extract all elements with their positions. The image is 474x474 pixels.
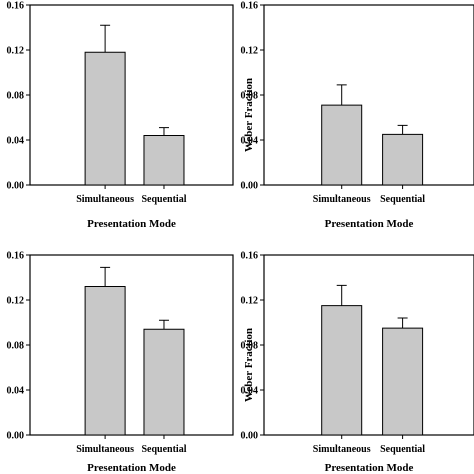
bar-sequential <box>382 133 424 186</box>
y-tick-label: 0.16 <box>241 1 259 12</box>
y-tick-label: 0.00 <box>7 181 25 192</box>
x-axis-title: Presentation Mode <box>325 218 414 230</box>
y-tick-label: 0.00 <box>241 181 259 192</box>
y-tick-label: 0.04 <box>7 136 25 147</box>
y-tick-label: 0.00 <box>7 431 25 442</box>
chart-panel-4: 0.00 0.04 0.08 0.12 0.16 Simultaneous Sequenti… <box>241 251 474 474</box>
plot-frame <box>29 4 234 186</box>
x-axis-title: Presentation Mode <box>87 218 176 230</box>
x-category-label: Sequential <box>141 194 186 205</box>
plot-frame <box>29 254 234 436</box>
x-axis-title: Presentation Mode <box>325 462 414 474</box>
plot-frame <box>263 4 474 186</box>
y-tick-label: 0.12 <box>7 296 25 307</box>
x-category-label: Simultaneous <box>313 444 371 455</box>
bar-simultaneous <box>84 51 126 186</box>
chart-panel-2: 0.00 0.04 0.08 0.12 0.16 Simultaneous Sequenti… <box>241 1 474 230</box>
y-tick-label: 0.12 <box>241 46 259 57</box>
y-tick-label: 0.08 <box>241 341 259 352</box>
bar-simultaneous <box>321 104 363 186</box>
y-axis-title: Weber Fraction <box>243 328 255 402</box>
bar-sequential <box>143 328 185 436</box>
y-tick-label: 0.12 <box>241 296 259 307</box>
bar-sequential <box>382 327 424 436</box>
x-category-label: Simultaneous <box>76 444 134 455</box>
y-tick-label: 0.16 <box>241 251 259 262</box>
y-tick-label: 0.12 <box>7 46 25 57</box>
chart-panel-1: 0.00 0.04 0.08 0.12 0.16 Simultaneous Sequenti… <box>7 1 234 230</box>
bar-simultaneous <box>84 286 126 436</box>
x-category-label: Sequential <box>141 444 186 455</box>
chart-panel-3: 0.00 0.04 0.08 0.12 0.16 Simultaneous Sequenti… <box>7 251 234 474</box>
y-tick-label: 0.04 <box>241 136 259 147</box>
bar-sequential <box>143 135 185 186</box>
bar-simultaneous <box>321 305 363 436</box>
y-tick-label: 0.08 <box>7 341 25 352</box>
y-axis-title: Weber Fraction <box>243 78 255 152</box>
y-tick-label: 0.04 <box>241 386 259 397</box>
plot-frame <box>263 254 474 436</box>
x-axis-title: Presentation Mode <box>87 462 176 474</box>
x-category-label: Sequential <box>380 194 425 205</box>
y-tick-label: 0.08 <box>7 91 25 102</box>
x-category-label: Simultaneous <box>76 194 134 205</box>
y-tick-label: 0.04 <box>7 386 25 397</box>
y-tick-label: 0.16 <box>7 1 25 12</box>
y-tick-label: 0.16 <box>7 251 25 262</box>
y-tick-label: 0.08 <box>241 91 259 102</box>
x-category-label: Simultaneous <box>313 194 371 205</box>
x-category-label: Sequential <box>380 444 425 455</box>
y-tick-label: 0.00 <box>241 431 259 442</box>
